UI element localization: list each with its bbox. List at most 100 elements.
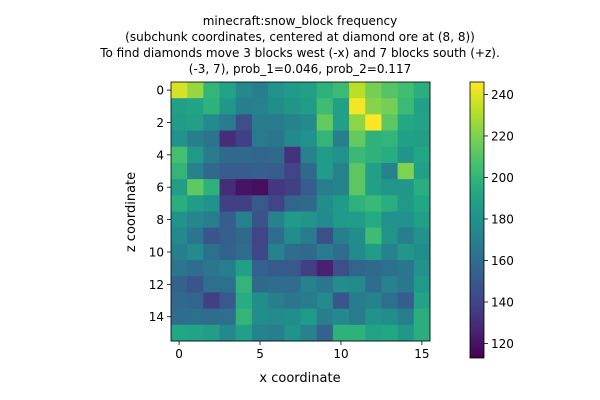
heatmap-cell xyxy=(203,227,221,245)
heatmap-cell xyxy=(171,82,188,99)
heatmap-cell xyxy=(316,146,334,164)
heatmap-cell xyxy=(284,227,301,245)
heatmap-cell xyxy=(316,114,334,132)
heatmap-cell xyxy=(300,179,318,196)
heatmap-cell xyxy=(316,211,334,229)
heatmap-cell xyxy=(413,276,431,293)
heatmap-cell xyxy=(397,195,415,212)
heatmap-cell xyxy=(397,243,415,261)
heatmap-cell xyxy=(300,260,318,277)
heatmap-cell xyxy=(219,179,237,196)
heatmap-cell xyxy=(397,179,415,196)
y-axis-ticks: 0 2 4 6 8 10 12 14 xyxy=(149,84,171,324)
heatmap-cell xyxy=(235,211,253,229)
heatmap-cell xyxy=(349,162,366,180)
x-tick-label: 15 xyxy=(414,347,429,361)
heatmap-cell xyxy=(397,227,415,245)
x-axis-label: x coordinate xyxy=(259,371,340,386)
heatmap-cell xyxy=(203,243,221,261)
heatmap-cell xyxy=(413,146,431,164)
heatmap-cell xyxy=(203,308,221,326)
heatmap-cell xyxy=(235,179,253,196)
heatmap-cell xyxy=(397,324,415,342)
heatmap-cell xyxy=(171,211,188,229)
heatmap-cell xyxy=(349,195,366,212)
heatmap-cell xyxy=(332,211,350,229)
heatmap-cell xyxy=(365,98,382,115)
heatmap-cell xyxy=(332,114,350,132)
heatmap-cell xyxy=(365,146,382,164)
heatmap-cell xyxy=(187,243,204,261)
heatmap-cell xyxy=(332,276,350,293)
heatmap-cell xyxy=(187,324,204,342)
heatmap-cell xyxy=(316,195,334,212)
heatmap-cell xyxy=(349,179,366,196)
heatmap-cell xyxy=(235,98,253,115)
heatmap-cell xyxy=(187,308,204,326)
heatmap-cell xyxy=(171,260,188,277)
heatmap-cell xyxy=(219,324,237,342)
heatmap-cell xyxy=(203,324,221,342)
heatmap-cell xyxy=(219,82,237,99)
heatmap-cell xyxy=(251,324,269,342)
y-tick-label: 10 xyxy=(149,245,164,259)
heatmap-cell xyxy=(187,276,204,293)
heatmap-cell xyxy=(365,195,382,212)
heatmap-cell xyxy=(187,292,204,310)
heatmap-cell xyxy=(187,179,204,196)
heatmap-cell xyxy=(381,276,399,293)
heatmap-cell xyxy=(381,260,399,277)
heatmap-cell xyxy=(332,243,350,261)
heatmap-cell xyxy=(349,130,366,148)
heatmap-cell xyxy=(381,146,399,164)
heatmap-cell xyxy=(251,195,269,212)
heatmap-cell xyxy=(203,292,221,310)
heatmap-cell xyxy=(284,211,301,229)
heatmap-cell xyxy=(381,308,399,326)
heatmap-cell xyxy=(397,292,415,310)
heatmap-cell xyxy=(187,82,204,99)
heatmap-cell xyxy=(413,162,431,180)
heatmap-cell xyxy=(203,179,221,196)
x-axis-ticks: 0 5 10 15 xyxy=(175,341,430,361)
heatmap-cell xyxy=(332,82,350,99)
heatmap-cell xyxy=(316,243,334,261)
heatmap-cell xyxy=(251,146,269,164)
heatmap-cell xyxy=(251,308,269,326)
heatmap-cell xyxy=(235,82,253,99)
heatmap-cell xyxy=(381,324,399,342)
heatmap-cell xyxy=(332,162,350,180)
heatmap-cell xyxy=(203,130,221,148)
title-line: minecraft:snow_block frequency xyxy=(203,14,398,28)
heatmap-cell xyxy=(171,227,188,245)
heatmap-cell xyxy=(251,98,269,115)
heatmap-cell xyxy=(171,98,188,115)
y-tick-label: 0 xyxy=(156,84,164,98)
heatmap-cell xyxy=(187,130,204,148)
heatmap-cell xyxy=(268,276,285,293)
heatmap-cell xyxy=(397,276,415,293)
heatmap-cell xyxy=(381,292,399,310)
heatmap-cell xyxy=(284,179,301,196)
heatmap-cell xyxy=(413,195,431,212)
heatmap-cell xyxy=(365,227,382,245)
heatmap-cell xyxy=(332,292,350,310)
colorbar xyxy=(469,81,485,359)
heatmap-cell xyxy=(203,260,221,277)
heatmap-cell xyxy=(365,162,382,180)
heatmap-cell xyxy=(235,146,253,164)
heatmap-cell xyxy=(300,98,318,115)
heatmap-cell xyxy=(316,179,334,196)
heatmap-cell xyxy=(171,162,188,180)
heatmap-cell xyxy=(203,195,221,212)
heatmap-cell xyxy=(219,260,237,277)
y-tick-label: 14 xyxy=(149,310,164,324)
heatmap-cell xyxy=(268,227,285,245)
heatmap-cell xyxy=(219,292,237,310)
x-tick-label: 10 xyxy=(333,347,348,361)
colorbar-tick-label: 220 xyxy=(491,129,514,143)
heatmap-cell xyxy=(381,179,399,196)
heatmap-cell xyxy=(332,98,350,115)
heatmap-cell xyxy=(203,82,221,99)
